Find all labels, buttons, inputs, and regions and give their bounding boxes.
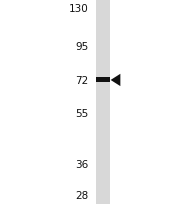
Bar [96, 78, 110, 83]
Text: 72: 72 [75, 76, 88, 85]
Text: 55: 55 [75, 108, 88, 118]
Polygon shape [111, 74, 120, 87]
Text: 130: 130 [69, 4, 88, 14]
Bar [96, 0, 110, 204]
Text: 28: 28 [75, 190, 88, 200]
Text: 95: 95 [75, 42, 88, 52]
Text: 36: 36 [75, 160, 88, 170]
